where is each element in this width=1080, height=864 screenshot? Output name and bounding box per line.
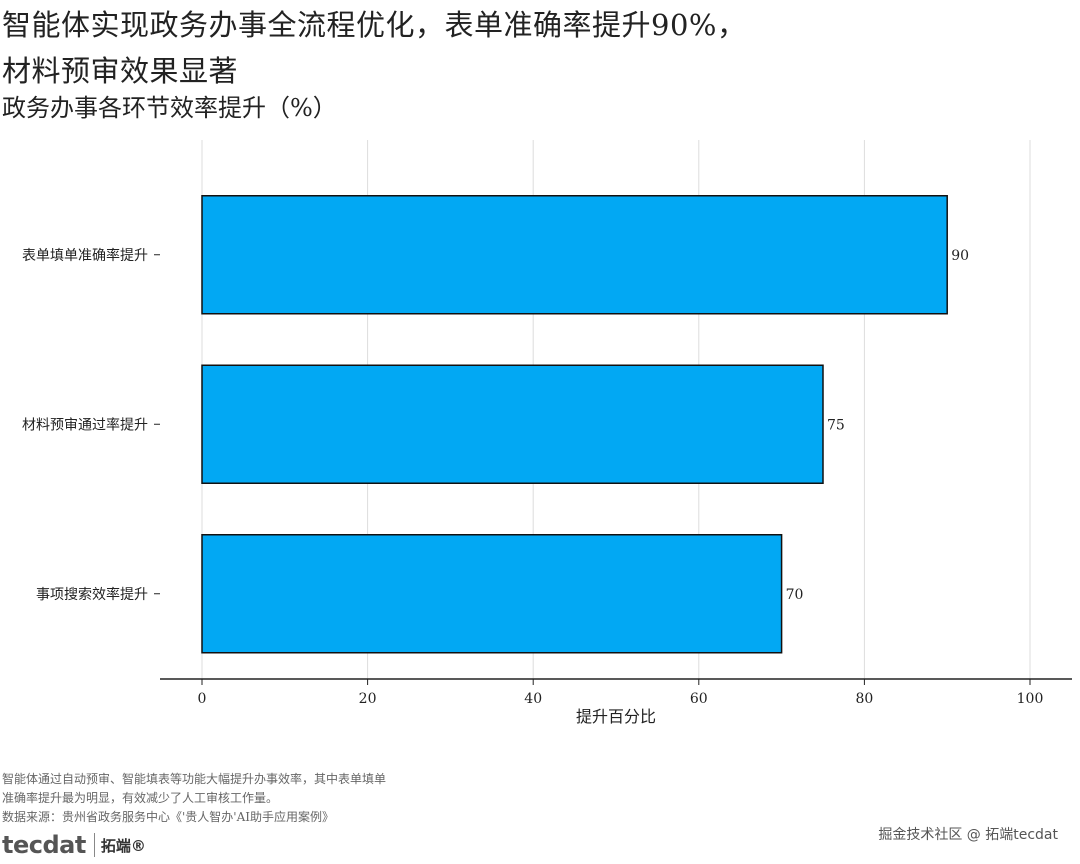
y-tick-label: 表单填单准确率提升 — [22, 247, 148, 264]
x-tick-label: 0 — [198, 691, 207, 707]
caption: 智能体通过自动预审、智能填表等功能大幅提升办事效率，其中表单填单 准确率提升最为… — [2, 770, 462, 827]
x-tick-label: 20 — [359, 691, 377, 707]
watermark: 掘金技术社区 @ 拓端tecdat — [878, 827, 1058, 843]
logo-cn-text: 拓端® — [100, 836, 146, 855]
logo-divider — [93, 833, 95, 857]
data-label: 75 — [827, 417, 845, 433]
bar-layer: 90 75 70 — [201, 195, 969, 654]
x-tick-label: 60 — [690, 691, 708, 707]
data-source: 数据来源：贵州省政务服务中心《'贵人智办'AI助手应用案例》 — [2, 810, 335, 824]
y-tick-label: 事项搜索效率提升 — [36, 586, 148, 603]
x-tick-label: 100 — [1017, 691, 1044, 707]
chart-title-line-2: 材料预审效果显著 — [2, 54, 239, 88]
brand-logo: tecdat 拓端® — [2, 828, 146, 862]
x-tick-label: 80 — [855, 691, 873, 707]
bar — [201, 195, 948, 315]
chart-title-line-1: 智能体实现政务办事全流程优化，表单准确率提升90%， — [2, 8, 747, 42]
x-tick-label: 40 — [524, 691, 542, 707]
data-label: 90 — [951, 248, 969, 264]
chart-subtitle: 政务办事各环节效率提升（%） — [2, 94, 337, 122]
logo-wordmark: tecdat — [2, 831, 86, 859]
y-tick-label: 材料预审通过率提升 — [22, 416, 148, 433]
data-label: 70 — [786, 587, 804, 603]
caption-line-1: 智能体通过自动预审、智能填表等功能大幅提升办事效率，其中表单填单 — [2, 772, 387, 786]
caption-line-2: 准确率提升最为明显，有效减少了人工审核工作量。 — [2, 791, 279, 805]
chart-title: 智能体实现政务办事全流程优化，表单准确率提升90%， 材料预审效果显著 — [2, 2, 1062, 94]
x-axis-title: 提升百分比 — [576, 707, 656, 726]
bar — [201, 364, 824, 484]
bar-chart: 90 75 70 0 20 40 60 80 100 表单填单准确率提升材料预审通过率提升事项搜… — [22, 140, 1072, 726]
bar — [201, 534, 783, 654]
